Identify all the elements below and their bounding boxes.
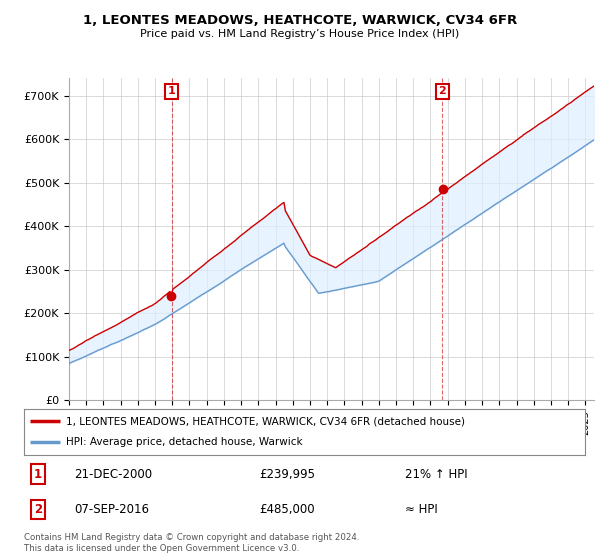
- Text: 2: 2: [34, 503, 42, 516]
- Text: 1: 1: [168, 86, 176, 96]
- Text: 1, LEONTES MEADOWS, HEATHCOTE, WARWICK, CV34 6FR: 1, LEONTES MEADOWS, HEATHCOTE, WARWICK, …: [83, 14, 517, 27]
- Text: Price paid vs. HM Land Registry’s House Price Index (HPI): Price paid vs. HM Land Registry’s House …: [140, 29, 460, 39]
- Text: ≈ HPI: ≈ HPI: [406, 503, 438, 516]
- Text: Contains HM Land Registry data © Crown copyright and database right 2024.
This d: Contains HM Land Registry data © Crown c…: [24, 533, 359, 553]
- Text: £239,995: £239,995: [260, 468, 316, 480]
- Text: 21-DEC-2000: 21-DEC-2000: [74, 468, 152, 480]
- Text: 1: 1: [34, 468, 42, 480]
- Text: HPI: Average price, detached house, Warwick: HPI: Average price, detached house, Warw…: [66, 437, 303, 447]
- Text: 07-SEP-2016: 07-SEP-2016: [74, 503, 149, 516]
- Text: £485,000: £485,000: [260, 503, 315, 516]
- Text: 1, LEONTES MEADOWS, HEATHCOTE, WARWICK, CV34 6FR (detached house): 1, LEONTES MEADOWS, HEATHCOTE, WARWICK, …: [66, 416, 465, 426]
- Text: 2: 2: [439, 86, 446, 96]
- Text: 21% ↑ HPI: 21% ↑ HPI: [406, 468, 468, 480]
